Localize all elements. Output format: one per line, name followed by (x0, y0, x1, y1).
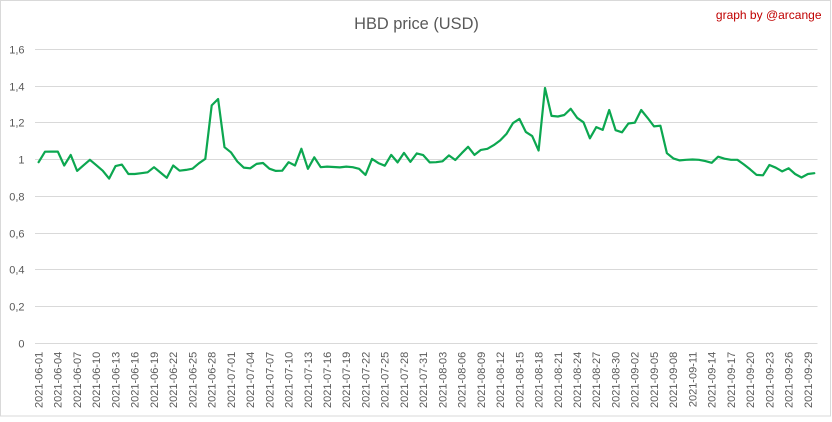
svg-text:2021-08-18: 2021-08-18 (534, 352, 546, 408)
svg-text:2021-09-02: 2021-09-02 (630, 352, 642, 408)
svg-text:2021-06-01: 2021-06-01 (34, 352, 46, 408)
svg-text:2021-06-22: 2021-06-22 (168, 352, 180, 408)
svg-text:2021-06-25: 2021-06-25 (187, 352, 199, 408)
svg-text:2021-08-03: 2021-08-03 (437, 352, 449, 408)
svg-text:2021-06-28: 2021-06-28 (207, 352, 219, 408)
svg-text:2021-07-04: 2021-07-04 (245, 352, 257, 408)
svg-text:2021-07-25: 2021-07-25 (380, 352, 392, 408)
svg-text:2021-07-19: 2021-07-19 (341, 352, 353, 408)
svg-text:2021-09-11: 2021-09-11 (687, 352, 699, 407)
svg-text:2021-09-29: 2021-09-29 (803, 352, 815, 408)
svg-text:0,8: 0,8 (9, 191, 24, 203)
svg-text:2021-09-05: 2021-09-05 (649, 352, 661, 408)
svg-text:1,4: 1,4 (9, 81, 24, 93)
svg-text:2021-09-26: 2021-09-26 (784, 352, 796, 408)
svg-text:2021-09-23: 2021-09-23 (764, 352, 776, 408)
svg-text:2021-07-28: 2021-07-28 (399, 352, 411, 408)
svg-text:2021-06-04: 2021-06-04 (53, 352, 65, 408)
svg-text:2021-09-14: 2021-09-14 (707, 352, 719, 408)
svg-text:2021-07-31: 2021-07-31 (418, 352, 430, 408)
svg-text:1,2: 1,2 (9, 117, 24, 129)
svg-text:1,6: 1,6 (9, 44, 24, 56)
svg-text:2021-07-13: 2021-07-13 (303, 352, 315, 408)
svg-text:2021-06-19: 2021-06-19 (149, 352, 161, 408)
svg-text:2021-07-10: 2021-07-10 (284, 352, 296, 408)
svg-text:2021-07-16: 2021-07-16 (322, 352, 334, 408)
svg-text:2021-08-21: 2021-08-21 (553, 352, 565, 408)
svg-text:0,2: 0,2 (9, 301, 24, 313)
svg-text:2021-09-08: 2021-09-08 (668, 352, 680, 408)
svg-text:2021-09-17: 2021-09-17 (726, 352, 738, 408)
svg-text:0,4: 0,4 (9, 264, 24, 276)
svg-text:graph by @arcange: graph by @arcange (716, 8, 822, 22)
svg-text:2021-08-12: 2021-08-12 (495, 352, 507, 408)
svg-text:2021-08-24: 2021-08-24 (572, 352, 584, 408)
svg-text:1: 1 (18, 154, 24, 166)
svg-text:2021-08-27: 2021-08-27 (591, 352, 603, 408)
svg-text:2021-08-15: 2021-08-15 (514, 352, 526, 408)
svg-text:2021-08-09: 2021-08-09 (476, 352, 488, 408)
svg-text:2021-07-07: 2021-07-07 (264, 352, 276, 408)
svg-text:2021-08-30: 2021-08-30 (611, 352, 623, 408)
svg-text:2021-06-07: 2021-06-07 (72, 352, 84, 408)
svg-text:HBD price (USD): HBD price (USD) (354, 15, 479, 33)
svg-text:0: 0 (18, 338, 24, 350)
svg-text:2021-08-06: 2021-08-06 (457, 352, 469, 408)
svg-text:2021-06-16: 2021-06-16 (130, 352, 142, 408)
svg-text:2021-06-10: 2021-06-10 (91, 352, 103, 408)
svg-text:0,6: 0,6 (9, 228, 24, 240)
svg-text:2021-06-13: 2021-06-13 (110, 352, 122, 408)
svg-text:2021-07-22: 2021-07-22 (360, 352, 372, 408)
svg-text:2021-07-01: 2021-07-01 (226, 352, 238, 408)
svg-text:2021-09-20: 2021-09-20 (745, 352, 757, 408)
